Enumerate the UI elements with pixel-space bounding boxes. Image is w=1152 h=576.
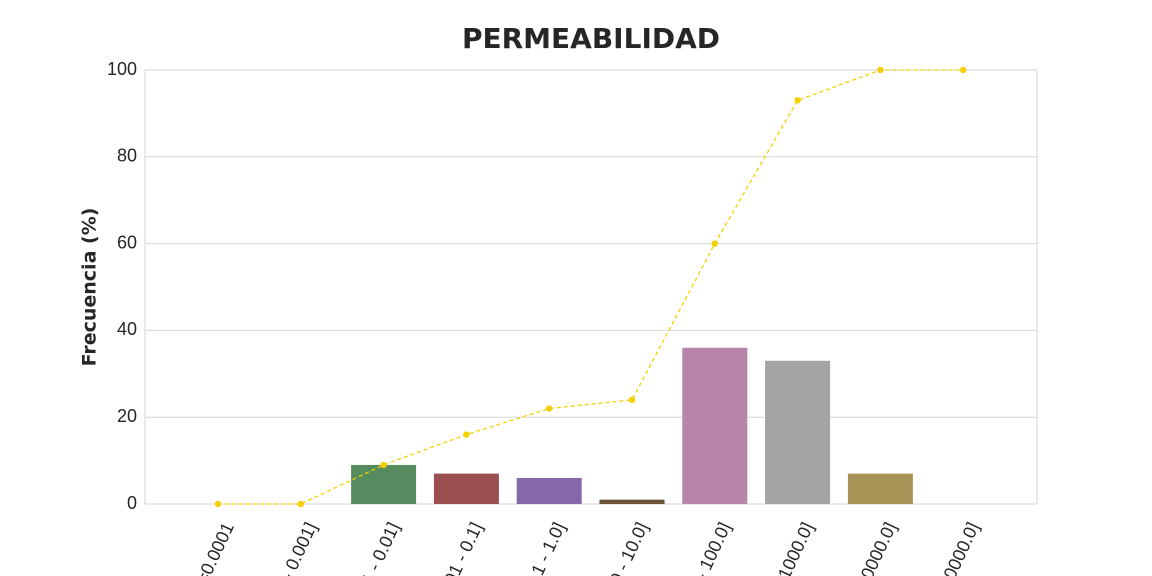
x-tick-label: (0.01 - 0.1] [431, 519, 486, 576]
line-point [297, 500, 304, 508]
y-tick-label: 100 [107, 59, 137, 79]
x-tick-label: (1000.0 - 10000.0] [820, 519, 900, 576]
y-tick-label: 40 [117, 319, 137, 339]
line-point [877, 66, 884, 74]
bar [847, 473, 913, 504]
x-tick-label: (0.1 - 1.0] [518, 519, 569, 576]
line-point [463, 431, 470, 438]
line-point [960, 66, 967, 74]
x-tick-label: (10.0 - 100.0] [671, 519, 734, 576]
x-tick-label: (0.001 - 0.01] [340, 519, 403, 576]
line-point [711, 240, 718, 247]
y-axis-label: Frecuencia (%) [79, 208, 101, 367]
bar [351, 464, 417, 504]
bar [599, 499, 665, 504]
bar [516, 477, 582, 504]
x-tick-label: (10000.0 - 100000.0] [894, 519, 983, 576]
y-tick-label: 80 [117, 146, 137, 166]
line-point [546, 405, 553, 412]
chart-title: PERMEABILIDAD [462, 22, 720, 55]
line-point [380, 461, 387, 469]
y-tick-label: 60 [117, 232, 137, 252]
bar [765, 360, 831, 504]
x-tick-label: (100.0 - 1000.0] [746, 519, 818, 576]
line-point [214, 500, 222, 508]
plot-frame [144, 69, 1038, 505]
x-tick-label: <=0.0001 [188, 519, 238, 576]
y-tick-label: 0 [127, 493, 137, 513]
cumulative-line [218, 69, 964, 505]
x-tick-label: (0.0001 - 0.001] [249, 519, 321, 576]
bar [433, 473, 499, 504]
x-tick-label: (1.0 - 10.0] [597, 519, 652, 576]
bar [682, 347, 748, 504]
line-point [794, 97, 801, 104]
y-tick-label: 20 [117, 406, 137, 426]
line-point [628, 396, 636, 404]
